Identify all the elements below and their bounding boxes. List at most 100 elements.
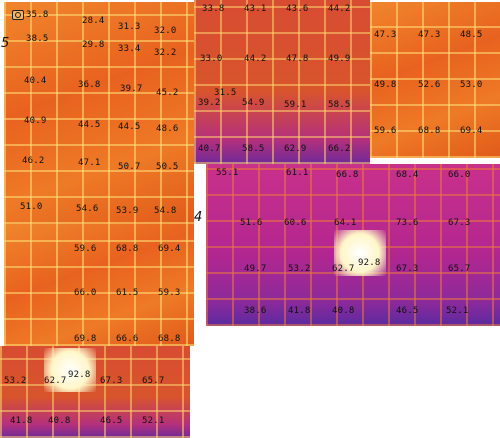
temp-reading: 53.2 bbox=[4, 376, 27, 386]
thermal-tile-f: 53.2 62.7 92.8 67.3 65.7 41.8 40.8 46.5 … bbox=[0, 346, 190, 438]
temp-reading: 29.8 bbox=[82, 40, 105, 50]
temp-reading: 33.4 bbox=[118, 44, 141, 54]
temp-reading: 41.8 bbox=[288, 306, 311, 316]
temp-reading: 45.2 bbox=[156, 88, 179, 98]
temp-reading: 40.8 bbox=[48, 416, 71, 426]
thermal-camera-icon bbox=[12, 10, 24, 20]
temp-reading: 39.2 bbox=[198, 98, 221, 108]
temp-reading: 92.8 bbox=[68, 370, 91, 380]
temp-reading: 59.6 bbox=[374, 126, 397, 136]
temp-reading: 41.8 bbox=[10, 416, 33, 426]
temp-reading: 38.6 bbox=[244, 306, 267, 316]
temp-reading: 58.5 bbox=[328, 100, 351, 110]
temp-reading: 49.9 bbox=[328, 54, 351, 64]
temp-reading: 47.1 bbox=[78, 158, 101, 168]
temp-reading: 44.5 bbox=[118, 122, 141, 132]
temp-reading: 31.5 bbox=[214, 88, 237, 98]
temp-reading: 35.8 bbox=[26, 10, 49, 20]
temp-reading: 62.7 bbox=[44, 376, 67, 386]
temp-reading: 38.5 bbox=[26, 34, 49, 44]
temp-reading: 46.5 bbox=[396, 306, 419, 316]
temp-reading: 31.3 bbox=[118, 22, 141, 32]
temp-reading: 52.1 bbox=[142, 416, 165, 426]
temp-reading: 32.2 bbox=[154, 48, 177, 58]
temp-reading: 69.8 bbox=[74, 334, 97, 344]
hot-spot bbox=[334, 230, 386, 276]
temp-reading: 68.8 bbox=[116, 244, 139, 254]
temp-reading: 32.0 bbox=[154, 26, 177, 36]
temp-reading: 44.2 bbox=[244, 54, 267, 64]
temp-reading: 59.3 bbox=[158, 288, 181, 298]
section-label-4: 4 bbox=[194, 210, 203, 225]
temp-reading: 40.9 bbox=[24, 116, 47, 126]
temp-reading: 59.1 bbox=[284, 100, 307, 110]
temp-reading: 65.7 bbox=[448, 264, 471, 274]
temp-reading: 62.9 bbox=[284, 144, 307, 154]
temp-reading: 66.0 bbox=[448, 170, 471, 180]
temp-reading: 43.6 bbox=[286, 4, 309, 14]
temp-reading: 67.3 bbox=[100, 376, 123, 386]
temp-reading: 54.9 bbox=[242, 98, 265, 108]
thermal-tile-c: 47.3 47.3 48.5 49.8 52.6 53.0 59.6 68.8 … bbox=[370, 2, 500, 158]
temp-reading: 44.2 bbox=[328, 4, 351, 14]
thermal-tile-a: 35.8 28.4 31.3 32.0 38.5 29.8 33.4 32.2 … bbox=[4, 2, 194, 224]
temp-reading: 67.3 bbox=[448, 218, 471, 228]
temp-reading: 59.6 bbox=[74, 244, 97, 254]
temp-reading: 50.7 bbox=[118, 162, 141, 172]
temp-reading: 40.7 bbox=[198, 144, 221, 154]
temp-reading: 52.1 bbox=[446, 306, 469, 316]
temp-reading: 53.0 bbox=[460, 80, 483, 90]
temp-reading: 46.2 bbox=[22, 156, 45, 166]
temp-reading: 54.8 bbox=[154, 206, 177, 216]
temp-reading: 51.0 bbox=[20, 202, 43, 212]
temp-reading: 53.9 bbox=[116, 206, 139, 216]
temp-reading: 47.3 bbox=[418, 30, 441, 40]
temp-reading: 68.8 bbox=[418, 126, 441, 136]
temp-reading: 51.6 bbox=[240, 218, 263, 228]
hot-spot bbox=[44, 348, 96, 392]
temp-reading: 49.7 bbox=[244, 264, 267, 274]
temp-reading: 69.4 bbox=[460, 126, 483, 136]
temp-reading: 66.6 bbox=[116, 334, 139, 344]
thermal-tile-b: 33.8 43.1 43.6 44.2 33.0 44.2 47.8 49.9 … bbox=[194, 0, 370, 164]
temp-reading: 52.6 bbox=[418, 80, 441, 90]
temp-reading: 28.4 bbox=[82, 16, 105, 26]
temp-reading: 66.8 bbox=[336, 170, 359, 180]
temp-reading: 73.6 bbox=[396, 218, 419, 228]
temp-reading: 39.7 bbox=[120, 84, 143, 94]
temp-reading: 61.1 bbox=[286, 168, 309, 178]
temp-reading: 92.8 bbox=[358, 258, 381, 268]
temp-reading: 33.8 bbox=[202, 4, 225, 14]
temp-reading: 48.5 bbox=[460, 30, 483, 40]
temp-reading: 50.5 bbox=[156, 162, 179, 172]
temp-reading: 69.4 bbox=[158, 244, 181, 254]
temp-reading: 60.6 bbox=[284, 218, 307, 228]
temp-reading: 49.8 bbox=[374, 80, 397, 90]
temp-reading: 55.1 bbox=[216, 168, 239, 178]
temp-reading: 65.7 bbox=[142, 376, 165, 386]
temp-reading: 44.5 bbox=[78, 120, 101, 130]
temp-reading: 40.4 bbox=[24, 76, 47, 86]
temp-reading: 67.3 bbox=[396, 264, 419, 274]
temp-reading: 66.2 bbox=[328, 144, 351, 154]
temp-reading: 36.8 bbox=[78, 80, 101, 90]
temp-reading: 58.5 bbox=[242, 144, 265, 154]
thermal-tile-e: 59.6 68.8 69.4 66.0 61.5 59.3 69.8 66.6 … bbox=[4, 224, 194, 346]
temp-reading: 47.8 bbox=[286, 54, 309, 64]
section-label-5: 5 bbox=[1, 36, 10, 51]
temp-reading: 46.5 bbox=[100, 416, 123, 426]
temp-reading: 40.8 bbox=[332, 306, 355, 316]
temp-reading: 66.0 bbox=[74, 288, 97, 298]
thermal-tile-d: 55.1 61.1 66.8 68.4 66.0 51.6 60.6 64.1 … bbox=[206, 164, 500, 326]
temp-reading: 61.5 bbox=[116, 288, 139, 298]
temp-reading: 68.4 bbox=[396, 170, 419, 180]
temp-reading: 54.6 bbox=[76, 204, 99, 214]
temp-reading: 48.6 bbox=[156, 124, 179, 134]
temp-reading: 64.1 bbox=[334, 218, 357, 228]
temp-reading: 68.8 bbox=[158, 334, 181, 344]
temp-reading: 43.1 bbox=[244, 4, 267, 14]
temp-reading: 53.2 bbox=[288, 264, 311, 274]
temp-reading: 62.7 bbox=[332, 264, 355, 274]
temp-reading: 47.3 bbox=[374, 30, 397, 40]
